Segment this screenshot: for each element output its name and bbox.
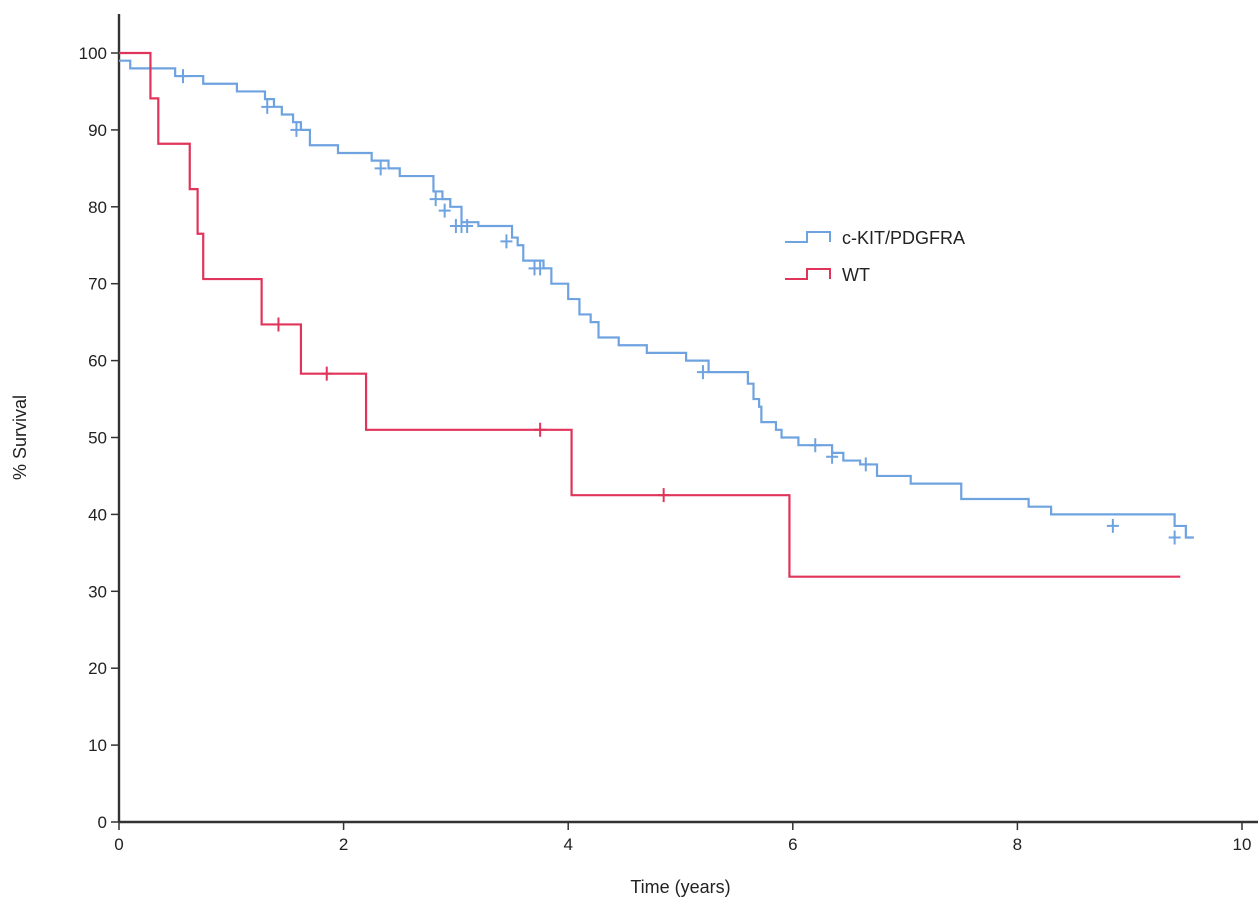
y-tick-label: 40 [88, 505, 107, 524]
censor-mark-c-kit [438, 203, 451, 218]
series-layer [119, 51, 1194, 578]
y-tick-label: 30 [88, 582, 107, 601]
legend-swatch-c-kit [785, 231, 831, 243]
censor-mark-c-kit [534, 261, 547, 276]
censor-mark-c-kit [1168, 530, 1181, 545]
censor-mark-c-kit [696, 365, 709, 380]
censor-mark-c-kit [374, 161, 387, 176]
y-tick-label: 100 [79, 44, 107, 63]
legend-label-wt: WT [842, 265, 870, 285]
x-ticks: 0 2 4 6 8 10 [114, 822, 1251, 854]
axes [117, 14, 1258, 824]
x-tick-label: 6 [788, 835, 797, 854]
censor-mark-c-kit [261, 99, 274, 114]
legend-label-c-kit: c-KIT/PDGFRA [842, 228, 965, 248]
censor-mark-c-kit [177, 69, 190, 84]
censor-mark-c-kit [809, 438, 822, 453]
x-tick-label: 10 [1233, 835, 1252, 854]
legend-swatch-wt [785, 268, 831, 280]
x-tick-label: 8 [1013, 835, 1022, 854]
legend-item-c-kit: c-KIT/PDGFRA [785, 228, 965, 248]
censor-mark-wt [272, 317, 285, 332]
censor-mark-wt [320, 366, 333, 381]
y-tick-label: 20 [88, 659, 107, 678]
censor-mark-c-kit [461, 219, 474, 234]
x-tick-label: 0 [114, 835, 123, 854]
y-ticks: 0 10 20 30 40 50 60 70 80 90 100 [79, 44, 119, 832]
y-tick-label: 90 [88, 121, 107, 140]
y-tick-label: 70 [88, 275, 107, 294]
censor-mark-wt [534, 422, 547, 437]
censor-mark-c-kit [859, 457, 872, 472]
censor-mark-c-kit [500, 234, 513, 249]
y-tick-label: 50 [88, 429, 107, 448]
x-tick-label: 4 [563, 835, 572, 854]
x-tick-label: 2 [339, 835, 348, 854]
censor-mark-c-kit [826, 449, 839, 464]
censor-mark-c-kit [1106, 518, 1119, 533]
legend: c-KIT/PDGFRA WT [785, 228, 965, 285]
y-tick-label: 80 [88, 198, 107, 217]
y-tick-label: 60 [88, 352, 107, 371]
legend-item-wt: WT [785, 265, 870, 285]
series-line-wt [119, 51, 1181, 578]
censor-mark-c-kit [290, 122, 303, 137]
censor-mark-wt [657, 488, 670, 503]
y-axis-title: % Survival [10, 395, 30, 480]
y-tick-label: 10 [88, 736, 107, 755]
y-tick-label: 0 [98, 813, 107, 832]
series-line-c-kit [119, 59, 1194, 539]
x-axis-title: Time (years) [630, 877, 730, 897]
censor-mark-c-kit [429, 192, 442, 207]
